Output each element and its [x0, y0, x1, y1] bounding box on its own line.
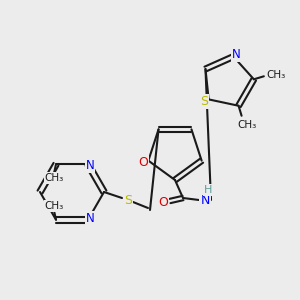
Text: CH₃: CH₃	[44, 201, 64, 211]
Text: CH₃: CH₃	[237, 120, 256, 130]
Text: O: O	[138, 156, 148, 169]
Text: H: H	[204, 185, 212, 195]
Text: S: S	[124, 194, 132, 206]
Text: CH₃: CH₃	[266, 70, 286, 80]
Text: N: N	[200, 194, 210, 206]
Text: N: N	[232, 48, 241, 61]
Text: N: N	[85, 159, 94, 172]
Text: CH₃: CH₃	[44, 173, 64, 183]
Text: S: S	[200, 95, 208, 108]
Text: O: O	[158, 196, 168, 208]
Text: N: N	[85, 212, 94, 225]
